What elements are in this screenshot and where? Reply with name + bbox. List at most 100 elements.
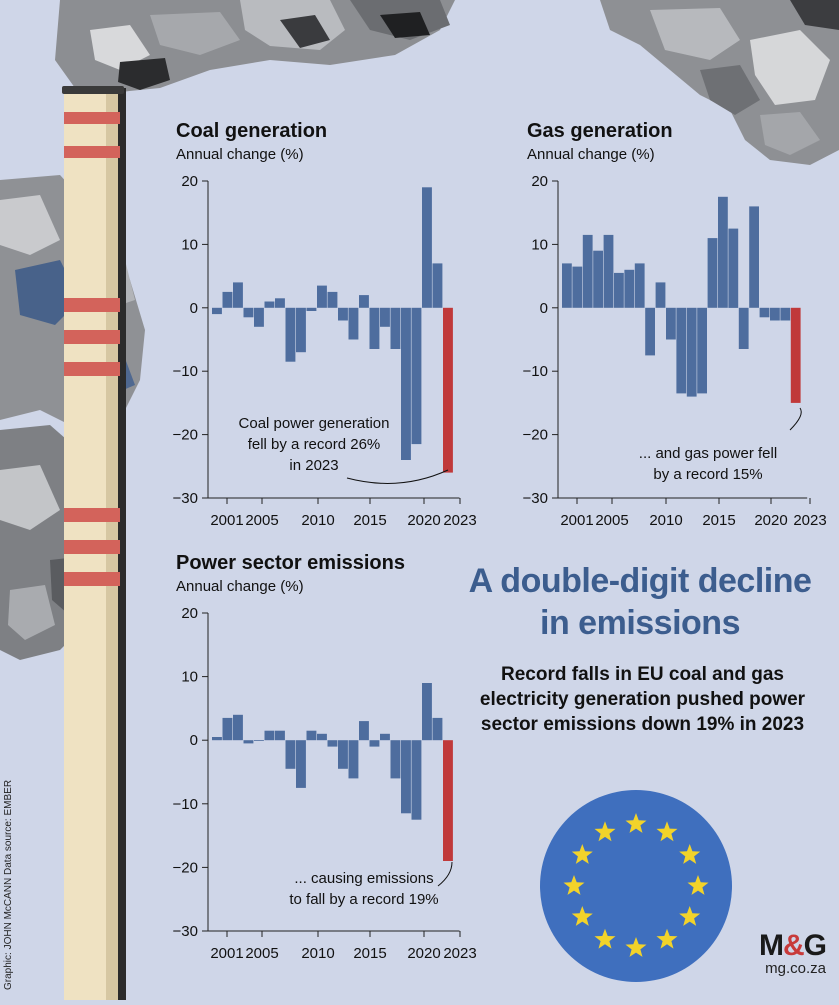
- chimney: [62, 86, 126, 1000]
- bar: [264, 301, 275, 308]
- brand-url: mg.co.za: [765, 960, 826, 977]
- bar: [728, 228, 739, 308]
- bar: [780, 307, 791, 321]
- bar: [380, 307, 390, 327]
- annotation-leader: [437, 861, 453, 887]
- bar: [666, 307, 676, 340]
- bar: [306, 730, 317, 741]
- bar: [348, 307, 359, 340]
- smoke-cloud: [55, 0, 455, 92]
- bar: [359, 721, 369, 741]
- eu-flag-disc: [540, 790, 732, 982]
- y-tick-label: 10: [181, 669, 198, 686]
- chart-annotation: ... causing emissions to fall by a record…: [289, 870, 438, 908]
- annotation-leader: [789, 407, 802, 431]
- eu-flag: [540, 790, 732, 982]
- bar: [369, 740, 380, 747]
- x-tick-label: 2001: [210, 945, 243, 962]
- headline: A double-digit decline in emissions: [468, 562, 812, 642]
- bar: [718, 196, 728, 308]
- x-tick-label: 2001: [210, 512, 243, 529]
- bar: [707, 238, 718, 308]
- y-tick-label: −20: [173, 427, 198, 444]
- bar-2023-highlight: [790, 307, 801, 403]
- bar: [233, 282, 243, 308]
- y-tick-label: 0: [190, 732, 198, 749]
- bar: [327, 291, 338, 308]
- annotation-leader: [346, 469, 449, 484]
- bar: [686, 307, 697, 397]
- chart-ylabel: Annual change (%): [527, 146, 655, 163]
- bar: [432, 263, 443, 308]
- bar: [401, 307, 411, 460]
- bar: [243, 307, 254, 318]
- bar: [338, 740, 348, 769]
- bar: [212, 737, 222, 741]
- bar: [759, 307, 770, 318]
- x-tick-label: 2020: [407, 512, 440, 529]
- bar: [222, 717, 233, 741]
- y-tick-label: 20: [181, 605, 198, 622]
- bar: [572, 266, 583, 308]
- bar: [306, 307, 317, 311]
- bar: [390, 307, 401, 349]
- chart-title: Power sector emissions: [176, 552, 405, 574]
- brand-logo: M&G: [758, 929, 827, 962]
- bar: [275, 298, 285, 308]
- bar: [749, 206, 759, 308]
- x-tick-label: 2023: [793, 512, 826, 529]
- brand-block: M&G mg.co.za: [748, 929, 827, 978]
- smoke-cloud-right: [600, 0, 839, 165]
- bar-2023-highlight: [443, 740, 453, 861]
- bar: [222, 291, 233, 308]
- y-tick-label: −20: [523, 427, 548, 444]
- bar: [770, 307, 780, 321]
- bar: [645, 307, 655, 356]
- eu-star-icon: [571, 844, 593, 864]
- x-tick-label: 2005: [245, 512, 278, 529]
- bar: [738, 307, 749, 349]
- bar: [697, 307, 707, 394]
- bar: [380, 733, 390, 741]
- chart-3: Power sector emissions Annual change (%) 2…: [173, 552, 477, 962]
- bar: [296, 307, 306, 353]
- x-tick-label: 2023: [443, 512, 476, 529]
- bar: [327, 740, 338, 747]
- y-tick-label: 20: [531, 173, 548, 190]
- bar: [348, 740, 359, 779]
- x-tick-label: 2001: [560, 512, 593, 529]
- bar: [233, 714, 243, 741]
- y-tick-label: 20: [181, 173, 198, 190]
- y-tick-label: −30: [523, 490, 548, 507]
- bar: [422, 683, 432, 741]
- eu-star-icon: [656, 821, 678, 842]
- chart-annotation: Coal power generation fell by a record 26…: [239, 415, 390, 474]
- y-tick-label: −10: [173, 363, 198, 380]
- x-tick-label: 2005: [595, 512, 628, 529]
- bar: [285, 307, 296, 362]
- bar: [634, 263, 645, 308]
- bar: [275, 730, 285, 741]
- y-tick-label: −10: [173, 796, 198, 813]
- bar: [401, 740, 411, 814]
- eu-star-icon: [656, 928, 678, 949]
- bar: [359, 295, 369, 308]
- bar: [338, 307, 348, 321]
- credit-line: Graphic: JOHN McCANN Data source: EMBER: [3, 779, 14, 990]
- bar: [562, 263, 572, 308]
- y-tick-label: 0: [190, 300, 198, 317]
- bar: [317, 733, 327, 741]
- x-tick-label: 2010: [649, 512, 682, 529]
- bar: [254, 307, 264, 327]
- eu-star-icon: [571, 906, 593, 926]
- bar: [285, 740, 296, 769]
- x-tick-label: 2020: [754, 512, 787, 529]
- x-tick-label: 2005: [245, 945, 278, 962]
- bar: [369, 307, 380, 349]
- y-tick-label: 10: [181, 236, 198, 253]
- x-tick-label: 2015: [353, 945, 386, 962]
